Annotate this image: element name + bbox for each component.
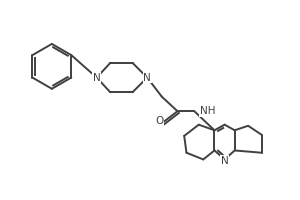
Text: O: O <box>155 116 164 126</box>
Text: N: N <box>143 73 151 83</box>
Text: NH: NH <box>200 106 215 116</box>
Text: N: N <box>221 156 229 166</box>
Text: N: N <box>93 73 101 83</box>
